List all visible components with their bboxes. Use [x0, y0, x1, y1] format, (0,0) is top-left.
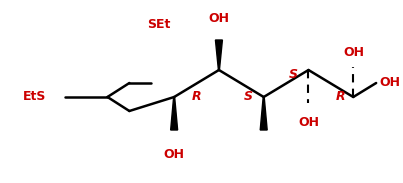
- Polygon shape: [260, 97, 267, 130]
- Text: SEt: SEt: [147, 18, 171, 31]
- Text: OH: OH: [298, 115, 319, 128]
- Text: EtS: EtS: [23, 91, 46, 104]
- Polygon shape: [170, 97, 178, 130]
- Text: S: S: [244, 91, 253, 104]
- Text: OH: OH: [344, 46, 365, 59]
- Text: R: R: [335, 91, 345, 104]
- Text: OH: OH: [208, 12, 229, 25]
- Text: OH: OH: [164, 148, 185, 162]
- Text: OH: OH: [380, 76, 401, 89]
- Polygon shape: [216, 40, 222, 70]
- Text: R: R: [192, 91, 202, 104]
- Text: S: S: [289, 68, 297, 81]
